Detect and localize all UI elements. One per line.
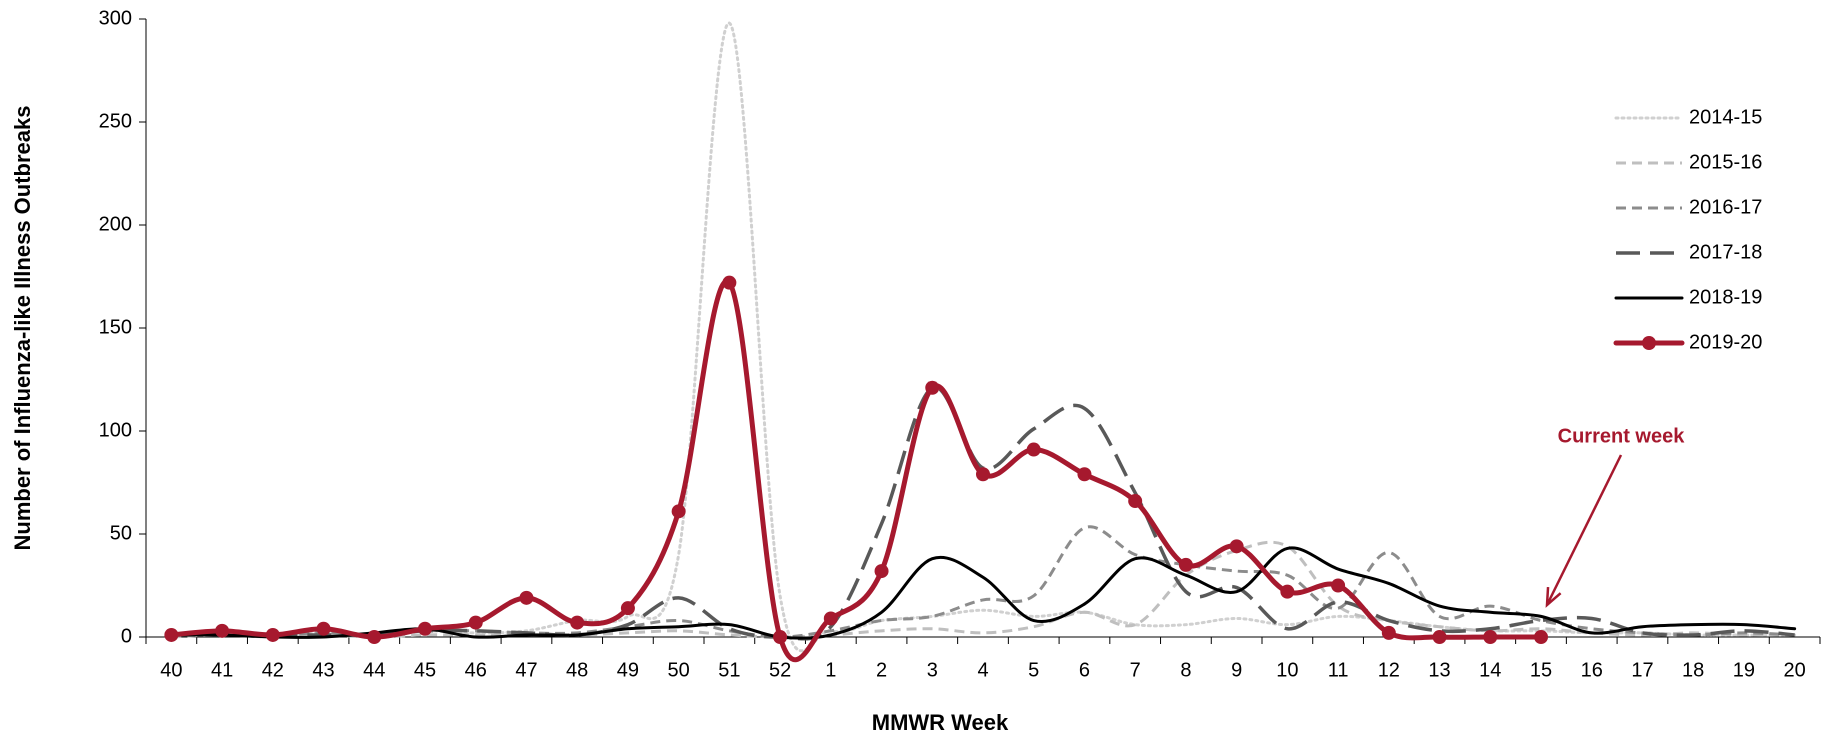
x-tick-label: 50 (668, 659, 690, 681)
marker (1331, 578, 1346, 593)
x-axis-title: MMWR Week (872, 710, 1009, 735)
x-tick-label: 1 (825, 659, 836, 681)
legend-label: 2015-16 (1689, 151, 1762, 173)
y-tick-label: 250 (99, 110, 132, 132)
x-tick-label: 44 (363, 659, 385, 681)
annotation-arrowhead (1545, 586, 1562, 608)
marker (468, 615, 483, 630)
x-tick-label: 9 (1231, 659, 1242, 681)
y-tick-label: 50 (110, 522, 132, 544)
x-tick-label: 48 (566, 659, 588, 681)
marker (1483, 630, 1498, 644)
legend-label: 2017-18 (1689, 241, 1762, 263)
x-tick-label: 20 (1784, 659, 1806, 681)
x-tick-label: 4 (977, 659, 988, 681)
x-tick-label: 19 (1733, 659, 1755, 681)
marker (1229, 539, 1244, 554)
x-tick-label: 47 (515, 659, 537, 681)
legend-label: 2014-15 (1689, 106, 1762, 128)
marker (620, 601, 635, 616)
marker (671, 504, 686, 519)
x-tick-label: 11 (1328, 659, 1349, 681)
x-tick-label: 49 (617, 659, 639, 681)
marker (874, 564, 889, 579)
marker (215, 623, 230, 638)
x-tick-label: 6 (1079, 659, 1090, 681)
series-line (171, 540, 1795, 639)
series-line (169, 21, 1797, 653)
legend-label: 2016-17 (1689, 196, 1762, 218)
x-tick-label: 18 (1682, 659, 1704, 681)
y-tick-label: 300 (99, 7, 132, 29)
annotation-arrow (1545, 454, 1623, 606)
marker (367, 630, 382, 644)
legend-label: 2018-19 (1689, 286, 1762, 308)
x-tick-label: 14 (1479, 659, 1501, 681)
x-tick-label: 45 (414, 659, 436, 681)
marker (1077, 467, 1092, 482)
x-tick-label: 8 (1180, 659, 1191, 681)
marker (773, 630, 788, 644)
marker (1381, 625, 1396, 640)
x-tick-label: 15 (1530, 659, 1552, 681)
x-tick-label: 12 (1378, 659, 1400, 681)
x-tick-label: 17 (1631, 659, 1653, 681)
marker (164, 627, 179, 642)
x-tick-label: 13 (1428, 659, 1450, 681)
marker (1280, 584, 1295, 599)
y-tick-label: 100 (99, 419, 132, 441)
marker (823, 611, 838, 626)
x-tick-label: 40 (160, 659, 182, 681)
y-tick-label: 150 (99, 316, 132, 338)
series-line (169, 546, 1797, 640)
x-tick-label: 2 (876, 659, 887, 681)
x-tick-label: 43 (312, 659, 334, 681)
x-tick-label: 52 (769, 659, 791, 681)
x-tick-label: 10 (1276, 659, 1298, 681)
marker (722, 275, 737, 290)
x-tick-label: 16 (1581, 659, 1603, 681)
marker (925, 380, 940, 395)
marker (976, 467, 990, 482)
x-tick-label: 3 (927, 659, 938, 681)
marker (1534, 630, 1548, 644)
legend-marker (1642, 336, 1656, 350)
annotation: Current week (1558, 425, 1686, 447)
marker (519, 590, 534, 605)
x-tick-label: 41 (211, 659, 233, 681)
marker (570, 615, 585, 630)
marker (1432, 630, 1447, 644)
x-tick-label: 42 (262, 659, 284, 681)
marker (316, 621, 331, 636)
x-tick-label: 7 (1130, 659, 1141, 681)
marker (265, 627, 280, 642)
x-tick-label: 5 (1028, 659, 1039, 681)
marker (1128, 494, 1143, 509)
legend-label: 2019-20 (1689, 331, 1762, 353)
marker (1026, 442, 1041, 457)
y-axis-title: Number of Influenza-like Illness Outbrea… (10, 106, 35, 551)
y-tick-label: 200 (99, 213, 132, 235)
marker (418, 621, 432, 636)
marker (1178, 557, 1193, 572)
x-tick-label: 46 (465, 659, 487, 681)
x-tick-label: 51 (718, 659, 740, 681)
y-tick-label: 0 (121, 625, 132, 647)
